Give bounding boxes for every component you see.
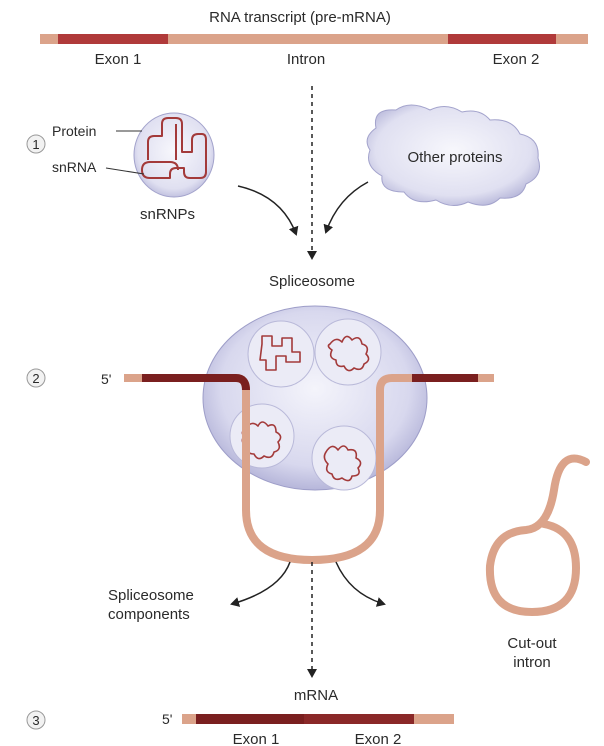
intron-label: Intron xyxy=(287,51,325,68)
svg-text:3: 3 xyxy=(32,713,39,728)
arrow-snrnps-to-spliceosome xyxy=(237,185,299,236)
mrna-label: mRNA xyxy=(294,687,338,704)
spliceosome-subunit-4 xyxy=(311,425,377,491)
spliceosome-label: Spliceosome xyxy=(269,273,355,290)
cutout-label-line2: intron xyxy=(513,654,551,671)
five-prime-label-step3: 5' xyxy=(162,711,172,727)
step-3-marker: 3 xyxy=(26,710,46,730)
five-prime-label-step2: 5' xyxy=(101,371,111,387)
pre-mrna-exon1-segment xyxy=(58,34,168,44)
snrnp-rna-squiggle xyxy=(141,117,207,179)
spliceosome-subunit-1 xyxy=(247,320,315,388)
exon1-label: Exon 1 xyxy=(95,51,142,68)
mrna-bar xyxy=(182,714,454,724)
pre-mrna-exon2-segment xyxy=(448,34,556,44)
mrna-exon1-segment xyxy=(196,714,304,724)
protein-label: Protein xyxy=(52,123,96,139)
snrna-label: snRNA xyxy=(52,159,97,175)
spliceosome-subunit-2 xyxy=(314,318,382,386)
other-proteins-cloud xyxy=(366,104,540,206)
arrow-to-spliceosome-components xyxy=(230,561,291,607)
snrnp-blob xyxy=(133,112,215,198)
spliceosome-subunit-3 xyxy=(229,403,295,469)
snrna-leader-line xyxy=(105,167,145,175)
exon2-label: Exon 2 xyxy=(493,51,540,68)
mrna-exon1-label: Exon 1 xyxy=(233,731,280,746)
mrna-exon2-segment xyxy=(304,714,414,724)
transcript-title: RNA transcript (pre-mRNA) xyxy=(209,9,391,26)
snrnps-label: snRNPs xyxy=(140,206,195,223)
cutout-label-line1: Cut-out xyxy=(507,635,557,652)
arrow-to-cut-out-intron xyxy=(335,561,386,607)
arrow-proteins-to-spliceosome xyxy=(323,181,369,234)
spliceosome-components-label-line1: Spliceosome xyxy=(108,587,194,604)
pre-mrna-bar xyxy=(40,34,588,44)
cut-out-intron-lariat xyxy=(485,454,590,617)
mrna-exon2-label: Exon 2 xyxy=(355,731,402,746)
pre-mrna-intron-segment xyxy=(40,34,588,44)
spliceosome-components-label-line2: components xyxy=(108,606,190,623)
step-2-marker: 2 xyxy=(26,368,46,388)
svg-text:1: 1 xyxy=(32,137,39,152)
step-1-marker: 1 xyxy=(26,134,46,154)
svg-text:2: 2 xyxy=(32,371,39,386)
rna-strand-exon1 xyxy=(142,374,250,391)
other-proteins-label: Other proteins xyxy=(407,149,502,166)
